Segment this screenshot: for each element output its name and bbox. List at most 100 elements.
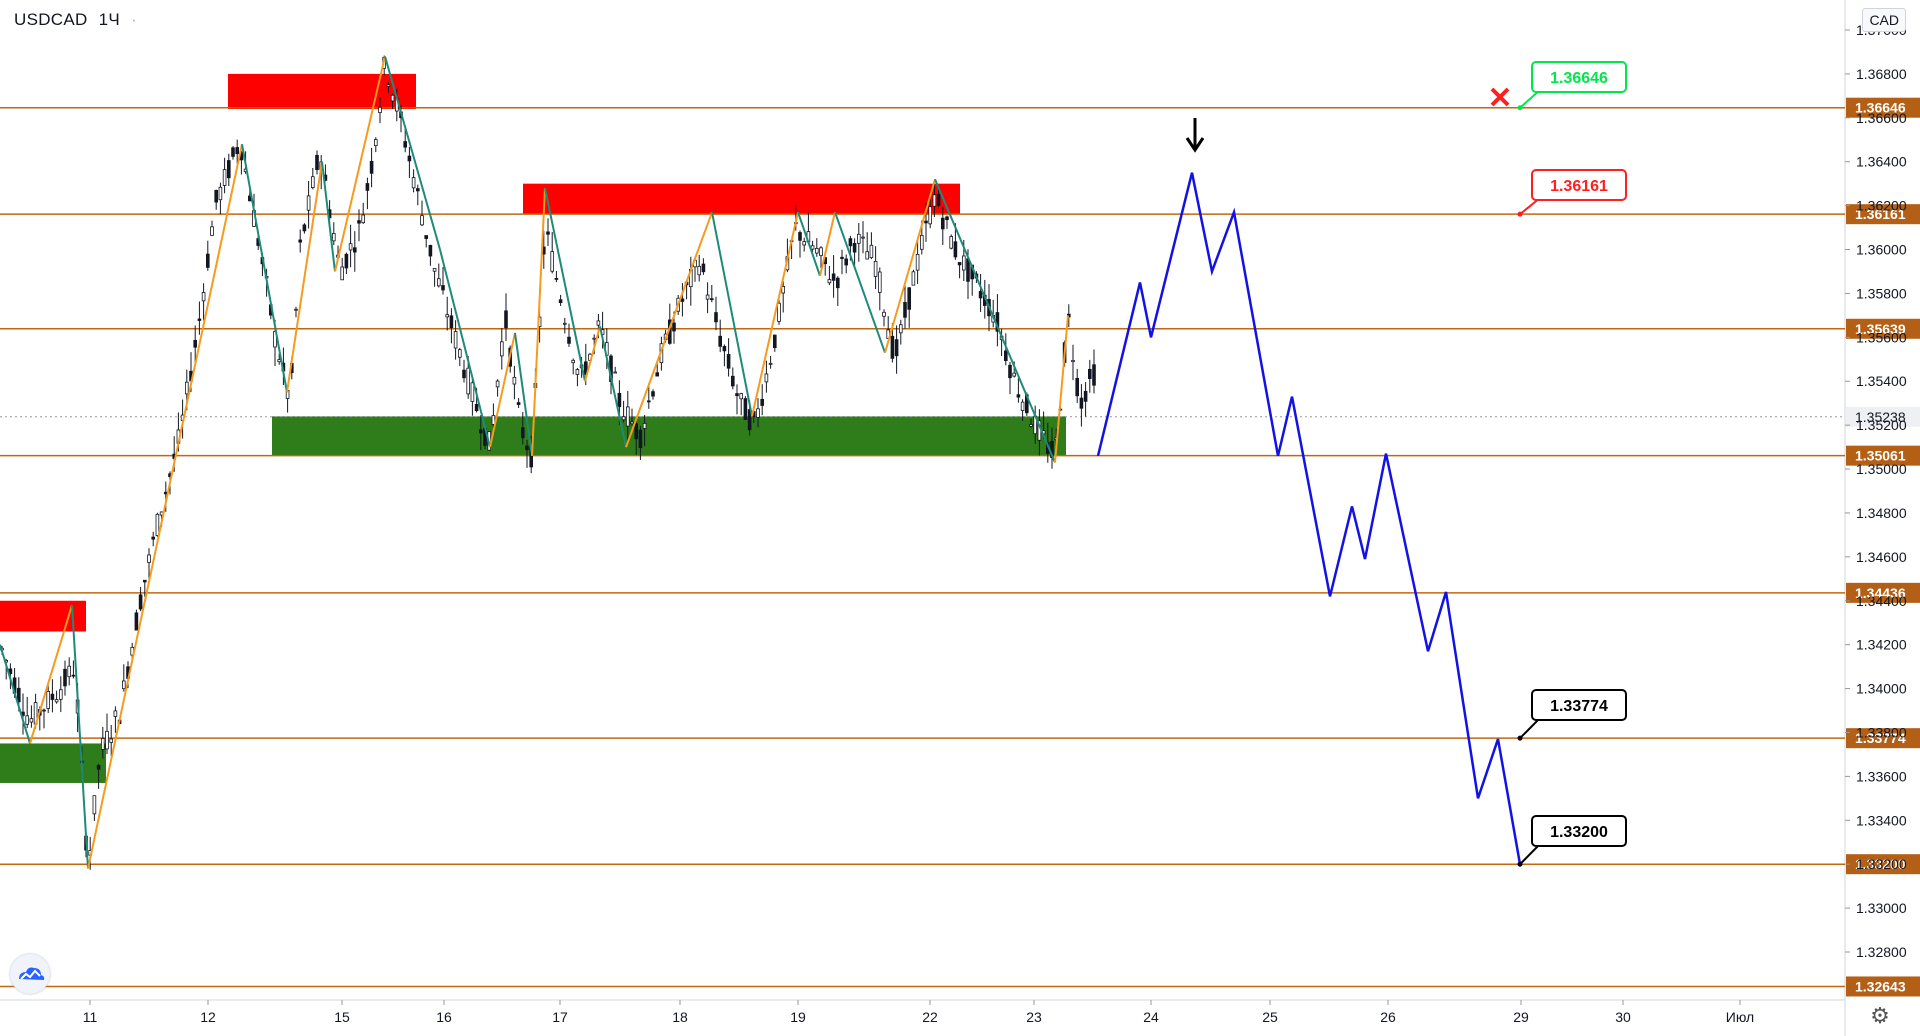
candle-body — [122, 680, 126, 690]
candle-body — [575, 369, 580, 375]
candle-body — [105, 730, 109, 750]
candles-layer — [0, 55, 1096, 870]
candle-body — [113, 710, 118, 717]
candle-body — [390, 94, 395, 102]
candle-body — [184, 381, 189, 395]
candle-body — [403, 141, 407, 148]
y-tick-label: 1.34800 — [1856, 505, 1907, 521]
currency-badge: CAD — [1862, 8, 1906, 32]
candle-body — [726, 354, 731, 369]
y-tick-label: 1.36200 — [1856, 198, 1907, 214]
callout-label: 1.33200 — [1550, 824, 1608, 841]
candle-body — [941, 217, 945, 230]
tradingview-logo-icon[interactable] — [10, 954, 50, 994]
price-callout[interactable]: 1.33774 — [1517, 689, 1627, 741]
candle-body — [1020, 401, 1025, 411]
level-price-label: 1.35061 — [1855, 448, 1906, 464]
price-callout[interactable]: 1.36646 — [1517, 61, 1627, 111]
callout-anchor — [1517, 105, 1523, 111]
candle-body — [642, 423, 647, 429]
price-zone[interactable] — [272, 416, 1066, 456]
y-tick-label: 1.35600 — [1856, 329, 1907, 345]
zigzag-segment — [0, 644, 31, 744]
candle-body — [815, 247, 819, 254]
level-price-tag — [1846, 854, 1920, 875]
candle-body — [373, 139, 378, 147]
callout-pointer — [1519, 843, 1541, 865]
candle-body — [453, 331, 458, 349]
price-zone[interactable] — [523, 183, 960, 215]
candle-body — [214, 189, 219, 203]
candle-body — [29, 718, 34, 723]
y-tick-label: 1.34400 — [1856, 593, 1907, 609]
projection-path[interactable] — [1096, 172, 1522, 865]
symbol-title[interactable]: USDCAD 1Ч · — [14, 10, 137, 30]
x-tick-label: 26 — [1380, 1009, 1396, 1025]
x-tick-label: 18 — [672, 1009, 688, 1025]
y-tick-label: 1.36800 — [1856, 66, 1907, 82]
candle-body — [310, 176, 315, 189]
y-tick-label: 1.34600 — [1856, 549, 1907, 565]
candle-body — [521, 427, 525, 439]
candle-body — [592, 337, 596, 340]
candle-body — [1071, 359, 1075, 363]
gear-icon[interactable]: ⚙ — [1870, 1003, 1890, 1028]
y-tick-label: 1.33600 — [1856, 768, 1907, 784]
y-tick-label: 1.32800 — [1856, 944, 1907, 960]
candle-body — [680, 298, 685, 302]
candle-body — [1012, 372, 1016, 377]
price-axis[interactable]: 1.370001.368001.366001.364001.362001.360… — [1845, 22, 1907, 960]
price-zone[interactable] — [0, 743, 106, 783]
candle-body — [201, 292, 206, 302]
candle-body — [911, 271, 916, 286]
zigzag-segment — [819, 211, 836, 277]
x-tick-label: 11 — [83, 1009, 98, 1025]
price-callout[interactable]: 1.36161 — [1517, 169, 1627, 217]
candle-body — [1083, 390, 1088, 402]
candle-body — [470, 382, 475, 402]
candle-body — [50, 693, 55, 700]
zigzag-segment — [584, 326, 601, 382]
candle-body — [764, 373, 769, 383]
zigzag-segment — [1054, 315, 1069, 463]
projection-layer — [1096, 172, 1522, 865]
last-price-tag — [1846, 406, 1920, 427]
y-tick-label: 1.35200 — [1856, 417, 1907, 433]
candle-body — [962, 255, 966, 271]
zigzag-segment — [884, 178, 936, 353]
annotations-layer: 1.36646 1.36161 1.33774 1.33200 — [1185, 61, 1627, 867]
candle-body — [781, 286, 785, 294]
candle-body — [554, 278, 559, 280]
y-tick-label: 1.33400 — [1856, 812, 1907, 828]
candle-body — [386, 84, 391, 87]
candle-body — [852, 243, 857, 253]
level-price-tag — [1846, 204, 1920, 225]
time-axis[interactable]: 11 12 15 16 17 18 19 22 23 24 25 26 29 30 Июл — [83, 1000, 1754, 1025]
candle-body — [504, 310, 508, 329]
candle-body — [802, 241, 806, 246]
candle-body — [777, 302, 781, 322]
candle-body — [420, 215, 424, 226]
candle-body — [621, 416, 626, 421]
candle-body — [647, 400, 651, 403]
candle-body — [344, 253, 349, 269]
x-tick-label: 22 — [922, 1009, 938, 1025]
price-callout[interactable]: 1.33200 — [1517, 815, 1627, 867]
candle-body — [407, 155, 412, 162]
candle-body — [415, 188, 420, 192]
candle-body — [525, 445, 529, 451]
candle-body — [894, 339, 899, 357]
candle-body — [915, 253, 920, 271]
callout-label: 1.36646 — [1550, 70, 1608, 87]
level-price-tag — [1846, 445, 1920, 466]
candle-body — [827, 279, 832, 284]
candle-body — [920, 234, 924, 250]
candle-body — [63, 668, 67, 687]
candle-body — [882, 311, 886, 317]
x-tick-label: 17 — [552, 1009, 568, 1025]
candle-body — [298, 239, 302, 243]
zigzag-segment — [384, 56, 441, 250]
level-price-label: 1.36646 — [1855, 100, 1906, 116]
price-zone[interactable] — [228, 73, 416, 110]
